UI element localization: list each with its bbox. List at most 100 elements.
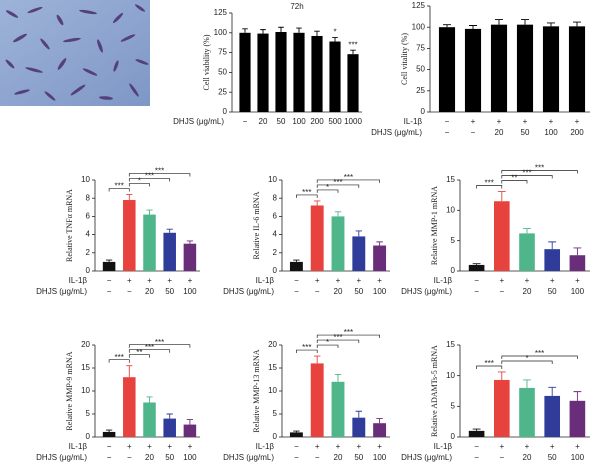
x-tick-label: −	[315, 287, 320, 296]
x-tick-label: 50	[277, 117, 286, 126]
x-tick-label: +	[525, 276, 530, 285]
bar	[519, 233, 535, 271]
y-tick-label: 8	[273, 193, 278, 202]
y-tick-label: 2	[86, 248, 91, 257]
y-tick-label: 15	[268, 363, 277, 372]
error-bar	[186, 419, 194, 425]
micrograph	[0, 0, 150, 106]
bar	[464, 28, 482, 113]
y-tick-label: 0	[223, 107, 228, 116]
error-bar	[376, 418, 383, 424]
x-tick-label: 20	[334, 453, 343, 462]
significance-bracket	[476, 185, 503, 189]
x-tick-label: 50	[354, 287, 363, 296]
x-tick-label: +	[356, 276, 361, 285]
x-tick-label: 100	[544, 128, 558, 137]
y-tick-label: 10	[446, 205, 455, 214]
significance-label: ***	[535, 349, 544, 358]
x-tick-label: −	[474, 453, 479, 462]
significance-bracket	[108, 359, 130, 363]
significance-bracket	[316, 339, 360, 344]
y-tick-label: 0	[273, 266, 278, 275]
bar	[373, 245, 387, 271]
row-label: IL-1β	[404, 117, 423, 126]
y-tick-label: 25	[416, 86, 425, 95]
significance-label: **	[136, 348, 142, 357]
error-bar	[573, 247, 582, 256]
error-bar	[293, 259, 300, 262]
error-bar	[442, 24, 452, 28]
y-tick-label: 0	[273, 432, 278, 441]
row-label: DHJS (μg/mL)	[223, 453, 274, 462]
error-bar	[293, 430, 300, 433]
x-tick-label: +	[377, 276, 382, 285]
error-bar	[166, 413, 173, 419]
x-tick-label: +	[167, 276, 172, 285]
bar	[311, 35, 323, 112]
x-tick-label: +	[471, 117, 476, 126]
x-tick-label: +	[575, 442, 580, 451]
significance-label: **	[511, 174, 517, 183]
row-label: IL-1β	[256, 442, 275, 451]
significance-label: ***	[485, 179, 494, 188]
x-tick-label: +	[549, 117, 554, 126]
error-bar	[497, 371, 506, 380]
y-tick-label: 15	[81, 363, 90, 372]
x-tick-label: +	[167, 442, 172, 451]
error-bar	[497, 191, 506, 202]
error-bar	[523, 228, 531, 234]
y-tick-label: 0	[86, 266, 91, 275]
x-tick-label: −	[294, 453, 299, 462]
y-tick-label: 75	[218, 48, 227, 57]
y-tick-label: 10	[81, 386, 90, 395]
error-bar	[520, 19, 530, 25]
error-bar	[355, 230, 363, 237]
x-tick-label: 100	[183, 287, 197, 296]
x-tick-label: 20	[259, 117, 268, 126]
x-tick-label: 50	[521, 128, 530, 137]
x-tick-label: −	[107, 287, 112, 296]
error-bar	[126, 365, 133, 378]
row-label: IL-1β	[434, 442, 453, 451]
x-tick-label: +	[147, 442, 152, 451]
significance-bracket	[501, 360, 553, 364]
bar	[468, 430, 485, 437]
error-bar	[468, 25, 478, 29]
x-tick-label: −	[107, 276, 112, 285]
row-label: DHJS (μg/mL)	[173, 117, 224, 126]
significance-bracket	[296, 194, 318, 198]
bar	[569, 255, 586, 271]
significance-label: ***	[145, 172, 154, 181]
y-tick-label: 10	[268, 175, 277, 184]
row-label: IL-1β	[69, 276, 88, 285]
x-tick-label: −	[243, 117, 248, 126]
bar	[490, 24, 508, 113]
bar	[257, 33, 269, 113]
x-tick-label: 20	[145, 453, 154, 462]
error-bar	[186, 240, 194, 244]
x-tick-label: −	[474, 287, 479, 296]
x-tick-label: +	[575, 276, 580, 285]
bar	[331, 381, 345, 437]
x-tick-label: +	[499, 442, 504, 451]
row-label: DHJS (μg/mL)	[36, 287, 87, 296]
bar	[569, 400, 586, 437]
y-tick-label: 5	[86, 409, 91, 418]
bar	[493, 201, 510, 271]
error-bar	[296, 27, 302, 33]
bar	[468, 264, 485, 271]
bar	[544, 395, 561, 437]
significance-label: ***	[145, 343, 154, 352]
x-tick-label: 100	[571, 287, 585, 296]
error-bar	[334, 211, 342, 217]
bar	[163, 418, 176, 437]
row-label: IL-1β	[256, 276, 275, 285]
x-tick-label: +	[147, 276, 152, 285]
y-axis-label: Relative MMP-1 mRNA	[430, 186, 439, 265]
y-tick-label: 10	[268, 386, 277, 395]
significance-label: *	[326, 338, 329, 347]
bar	[123, 377, 136, 437]
x-tick-label: +	[377, 442, 382, 451]
x-tick-label: 100	[373, 287, 387, 296]
